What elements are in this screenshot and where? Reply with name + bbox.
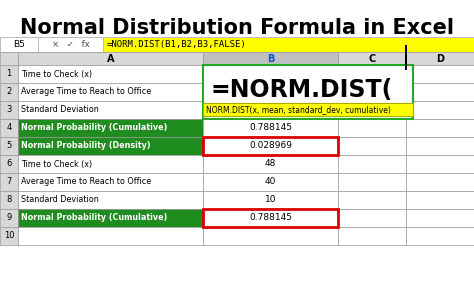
- Text: 9: 9: [6, 214, 12, 223]
- Bar: [18, 65, 203, 83]
- Bar: [203, 65, 413, 119]
- Text: Average Time to Reach to Office: Average Time to Reach to Office: [21, 87, 151, 96]
- Text: A: A: [107, 53, 114, 64]
- Bar: [18, 83, 203, 101]
- Bar: [0, 191, 18, 209]
- Text: B: B: [267, 53, 274, 64]
- Bar: [0, 65, 18, 83]
- Bar: [203, 119, 338, 137]
- Bar: [203, 137, 338, 155]
- Bar: [18, 155, 203, 173]
- Bar: [203, 137, 338, 155]
- Bar: [18, 119, 203, 137]
- Bar: [406, 65, 474, 83]
- Text: 2: 2: [6, 87, 12, 96]
- Bar: [203, 191, 338, 209]
- Text: C: C: [368, 53, 375, 64]
- Bar: [338, 173, 406, 191]
- Bar: [203, 101, 338, 119]
- Bar: [18, 101, 203, 119]
- Text: Normal Probability (Density): Normal Probability (Density): [21, 142, 151, 151]
- Bar: [203, 65, 338, 83]
- Text: NORM.DIST(x, mean, standard_dev, cumulative): NORM.DIST(x, mean, standard_dev, cumulat…: [206, 105, 391, 114]
- Text: Normal Probability (Cumulative): Normal Probability (Cumulative): [21, 124, 167, 133]
- Bar: [338, 119, 406, 137]
- Text: 8: 8: [6, 196, 12, 205]
- Bar: [338, 191, 406, 209]
- Text: Standard Deviation: Standard Deviation: [21, 105, 99, 114]
- Bar: [203, 83, 338, 101]
- Bar: [0, 52, 18, 65]
- Text: Time to Check (x): Time to Check (x): [21, 160, 92, 169]
- Bar: [338, 83, 406, 101]
- Bar: [203, 52, 338, 65]
- Text: 10: 10: [4, 232, 14, 241]
- Text: Average Time to Reach to Office: Average Time to Reach to Office: [21, 178, 151, 187]
- Bar: [0, 227, 18, 245]
- Bar: [406, 137, 474, 155]
- Text: 6: 6: [6, 160, 12, 169]
- Text: B5: B5: [13, 40, 25, 49]
- Bar: [203, 173, 338, 191]
- Bar: [338, 209, 406, 227]
- Text: 48: 48: [265, 160, 276, 169]
- Text: 4: 4: [6, 124, 12, 133]
- Text: 3: 3: [6, 105, 12, 114]
- Bar: [406, 191, 474, 209]
- Text: 0.788145: 0.788145: [249, 124, 292, 133]
- Bar: [0, 83, 18, 101]
- Text: 7: 7: [6, 178, 12, 187]
- Text: =NORM.DIST(B1,B2,B3,FALSE): =NORM.DIST(B1,B2,B3,FALSE): [107, 40, 247, 49]
- Text: D: D: [436, 53, 444, 64]
- Text: =NORM.DIST(: =NORM.DIST(: [211, 78, 393, 102]
- Text: 1: 1: [6, 69, 12, 78]
- Bar: [0, 101, 18, 119]
- Bar: [406, 52, 474, 65]
- Bar: [338, 101, 406, 119]
- Bar: [0, 173, 18, 191]
- Bar: [338, 52, 406, 65]
- Text: 40: 40: [265, 178, 276, 187]
- Bar: [18, 209, 203, 227]
- Bar: [406, 227, 474, 245]
- Bar: [406, 83, 474, 101]
- Bar: [0, 119, 18, 137]
- Bar: [0, 37, 38, 52]
- Bar: [0, 209, 18, 227]
- Bar: [203, 227, 338, 245]
- Bar: [0, 137, 18, 155]
- Bar: [405, 45, 407, 71]
- Text: Normal Distribution Formula in Excel: Normal Distribution Formula in Excel: [20, 18, 454, 38]
- Text: Normal Probability (Cumulative): Normal Probability (Cumulative): [21, 214, 167, 223]
- Bar: [338, 227, 406, 245]
- Text: 10: 10: [265, 196, 276, 205]
- Bar: [18, 173, 203, 191]
- Text: Time to Check (x): Time to Check (x): [21, 69, 92, 78]
- Bar: [203, 155, 338, 173]
- Bar: [406, 119, 474, 137]
- Bar: [18, 227, 203, 245]
- Bar: [203, 209, 338, 227]
- Bar: [406, 101, 474, 119]
- Bar: [406, 155, 474, 173]
- Text: 5: 5: [6, 142, 12, 151]
- Bar: [18, 52, 203, 65]
- Text: ×   ✓   fx: × ✓ fx: [52, 40, 90, 49]
- Bar: [18, 191, 203, 209]
- Bar: [406, 209, 474, 227]
- Text: 0.028969: 0.028969: [249, 142, 292, 151]
- Bar: [406, 173, 474, 191]
- Bar: [338, 155, 406, 173]
- Bar: [18, 137, 203, 155]
- Bar: [203, 103, 413, 116]
- Text: 0.788145: 0.788145: [249, 214, 292, 223]
- Text: Standard Deviation: Standard Deviation: [21, 196, 99, 205]
- Bar: [203, 209, 338, 227]
- Bar: [103, 37, 474, 52]
- Bar: [338, 137, 406, 155]
- Bar: [0, 155, 18, 173]
- Bar: [38, 37, 103, 52]
- Bar: [338, 65, 406, 83]
